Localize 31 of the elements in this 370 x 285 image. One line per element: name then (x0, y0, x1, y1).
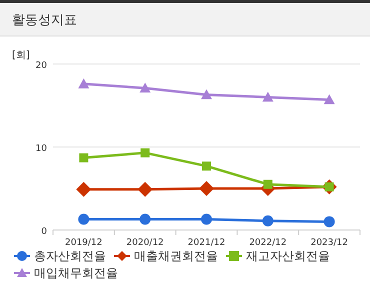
point (140, 82, 151, 92)
point (138, 182, 153, 197)
point (324, 94, 335, 104)
legend-label: 재고자산회전율 (246, 249, 330, 263)
point (140, 214, 151, 225)
point (263, 180, 272, 189)
point (201, 89, 212, 100)
point (76, 182, 92, 197)
y-tick-label: 0 (41, 227, 48, 237)
legend-label: 매출채권회전율 (134, 249, 218, 263)
point (199, 181, 214, 196)
point (262, 215, 274, 226)
legend-label: 총자산회전율 (34, 249, 106, 263)
x-tick-label: 2021/12 (188, 238, 226, 248)
point (202, 162, 211, 171)
chart-title: 활동성지표 (12, 13, 77, 28)
y-tick-label: 10 (36, 144, 48, 154)
x-tick-label: 2022/12 (249, 238, 287, 248)
point (324, 216, 335, 228)
point (262, 92, 274, 102)
point (78, 78, 90, 88)
y-axis-title: [회] (12, 50, 30, 61)
point (79, 153, 88, 162)
x-tick-label: 2020/12 (126, 238, 164, 248)
point (201, 214, 212, 225)
x-tick-label: 2019/12 (65, 238, 102, 248)
point (140, 148, 150, 158)
x-tick-label: 2023/12 (310, 238, 348, 248)
point (78, 214, 90, 225)
legend-label: 매입채무회전율 (34, 266, 118, 280)
y-tick-label: 20 (36, 61, 48, 71)
